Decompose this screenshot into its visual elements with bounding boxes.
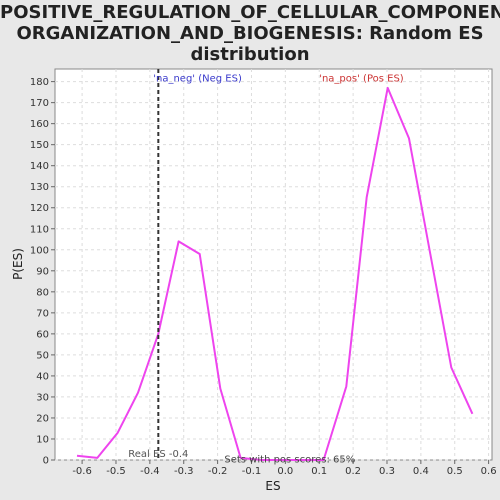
y-tick-label: 170: [30, 98, 49, 109]
x-tick-label: 0.5: [447, 466, 463, 477]
chart-annotation: 'na_pos' (Pos ES): [319, 73, 404, 84]
plot-area: [55, 69, 492, 460]
y-tick-label: 140: [30, 161, 49, 172]
y-tick-label: 150: [30, 140, 49, 151]
y-tick-label: 180: [30, 77, 49, 88]
y-axis-label: P(ES): [11, 248, 25, 280]
x-axis-label: ES: [265, 479, 280, 493]
y-tick-label: 10: [36, 434, 49, 445]
x-tick-label: -0.5: [106, 466, 126, 477]
y-tick-label: 60: [36, 329, 49, 340]
y-tick-label: 20: [36, 413, 49, 424]
y-tick-label: 160: [30, 119, 49, 130]
x-tick-label: 0.3: [379, 466, 395, 477]
x-tick-label: -0.1: [242, 466, 262, 477]
y-tick-label: 40: [36, 371, 49, 382]
x-tick-label: 0.1: [311, 466, 327, 477]
x-tick-label: 0.2: [345, 466, 361, 477]
y-tick-label: 0: [43, 456, 49, 467]
y-tick-label: 70: [36, 308, 49, 319]
x-tick-label: 0.0: [277, 466, 293, 477]
y-tick-label: 100: [30, 245, 49, 256]
x-tick-label: 0.6: [481, 466, 497, 477]
x-tick-label: -0.6: [72, 466, 92, 477]
real-es-label: Real ES -0.4: [128, 449, 188, 460]
y-axis-ticks: 0 10 20 30 40 50 60 70 80 90 100 110 120 130 140 150 160…: [30, 77, 55, 466]
x-tick-label: -0.3: [174, 466, 194, 477]
x-tick-label: -0.4: [140, 466, 160, 477]
y-tick-label: 50: [36, 350, 49, 361]
y-tick-label: 130: [30, 182, 49, 193]
y-tick-label: 80: [36, 287, 49, 298]
y-tick-label: 110: [30, 224, 49, 235]
y-tick-label: 30: [36, 392, 49, 403]
chart-annotation: Sets with pos scores: 65%: [224, 454, 355, 465]
chart-annotation: 'na_neg' (Neg ES): [153, 73, 242, 84]
x-tick-label: -0.2: [208, 466, 228, 477]
x-tick-label: 0.4: [413, 466, 429, 477]
y-tick-label: 120: [30, 203, 49, 214]
y-tick-label: 90: [36, 266, 49, 277]
